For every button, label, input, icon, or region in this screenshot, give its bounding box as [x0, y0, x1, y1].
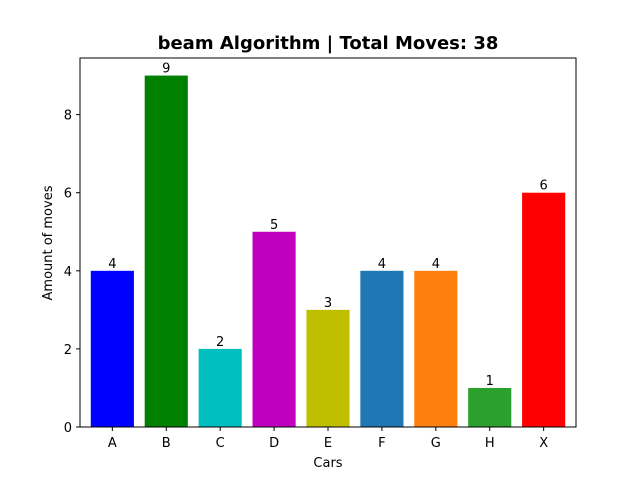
y-tick-label: 2: [64, 343, 72, 358]
x-axis-label: Cars: [313, 456, 342, 471]
bar-value-label: 5: [270, 218, 278, 233]
x-tick-label: B: [162, 436, 171, 451]
bar-h: [468, 387, 512, 427]
bar-f: [360, 270, 404, 427]
x-tick-label: H: [485, 436, 495, 451]
y-axis-label: Amount of moves: [41, 185, 56, 300]
bar-value-label: 4: [432, 257, 440, 272]
bar-b: [144, 75, 188, 427]
bar-value-label: 9: [162, 62, 170, 77]
x-tick-label: X: [539, 436, 548, 451]
x-tick-label: D: [269, 436, 279, 451]
bar-value-label: 2: [216, 335, 224, 350]
bars-group: 4 9 2 5 3 4 4 1 6: [90, 62, 566, 427]
chart-title: beam Algorithm | Total Moves: 38: [158, 33, 499, 54]
bar-c: [198, 348, 242, 427]
x-tick-label: G: [431, 436, 441, 451]
x-tick-label: E: [324, 436, 332, 451]
bar-x: [522, 192, 566, 427]
x-tick-label: F: [378, 436, 385, 451]
ticks-group: A B C D E F G H X 0 2 4 6 8: [64, 109, 548, 451]
bar-g: [414, 270, 458, 427]
bar-value-label: 4: [108, 257, 116, 272]
y-tick-label: 0: [64, 421, 72, 436]
x-tick-label: A: [108, 436, 117, 451]
bar-value-label: 4: [378, 257, 386, 272]
y-tick-label: 8: [64, 109, 72, 124]
bar-a: [90, 270, 134, 427]
bar-value-label: 6: [540, 179, 548, 194]
bar-value-label: 1: [486, 374, 494, 389]
y-tick-label: 6: [64, 187, 72, 202]
bar-e: [306, 309, 350, 427]
bar-value-label: 3: [324, 296, 332, 311]
x-tick-label: C: [216, 436, 225, 451]
plot-frame: [79, 57, 577, 428]
y-tick-label: 4: [64, 265, 72, 280]
bar-d: [252, 231, 296, 427]
